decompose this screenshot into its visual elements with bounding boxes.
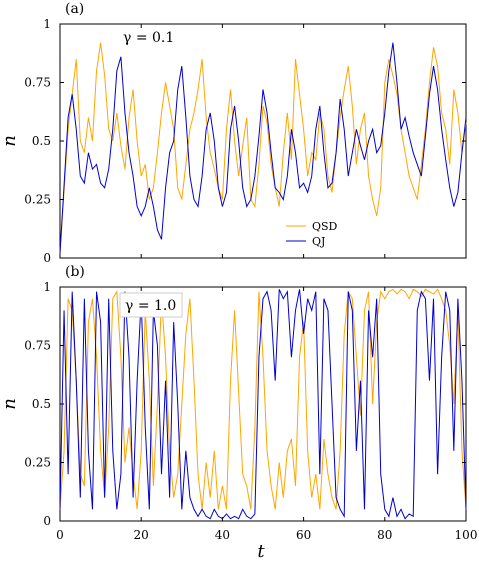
y-axis-title-b: n xyxy=(0,398,20,410)
y-tick-label-b: 0.25 xyxy=(24,456,51,470)
plot-frame-b xyxy=(59,286,467,522)
series-group-a xyxy=(59,42,467,254)
y-tick-label-b: 0.75 xyxy=(24,339,51,353)
gamma-label-a: γ = 0.1 xyxy=(123,30,174,46)
x-tick-label-b: 80 xyxy=(377,528,392,542)
gamma-label-box-b xyxy=(119,292,183,318)
panel-a: 0 0.25 0.5 0.75 1 (a) γ = 0.1 n QSD QJ xyxy=(0,1,467,265)
legend-a: QSD QJ xyxy=(286,220,338,248)
panel-b: 0 0.25 0.5 0.75 1 0 20 40 60 80 100 (b) γ = 1.0 n… xyxy=(0,264,477,562)
y-tick-label-a: 1 xyxy=(43,17,51,31)
panel-tag-b: (b) xyxy=(65,264,85,280)
x-axis-title: t xyxy=(257,541,265,562)
y-tick-label-a: 0.25 xyxy=(24,193,51,207)
x-tick-label-b: 60 xyxy=(296,528,311,542)
y-ticks-b: 0 0.25 0.5 0.75 1 xyxy=(24,280,466,528)
series-line-qsd-a xyxy=(59,42,467,254)
y-ticks-a: 0 0.25 0.5 0.75 1 xyxy=(24,17,466,265)
x-tick-label-b: 100 xyxy=(455,528,478,542)
y-tick-label-a: 0.75 xyxy=(24,76,51,90)
series-line-qj-b xyxy=(59,289,467,520)
y-tick-label-b: 0.5 xyxy=(32,397,51,411)
series-group-b xyxy=(59,288,467,520)
y-axis-title-a: n xyxy=(0,135,20,147)
legend-label-qsd: QSD xyxy=(312,220,338,233)
y-tick-label-b: 1 xyxy=(43,280,51,294)
gamma-label-b: γ = 1.0 xyxy=(125,298,176,314)
y-tick-label-b: 0 xyxy=(43,514,51,528)
y-tick-label-a: 0 xyxy=(43,251,51,265)
series-line-qj-a xyxy=(59,42,467,254)
panel-tag-a: (a) xyxy=(65,1,84,17)
y-tick-label-a: 0.5 xyxy=(32,134,51,148)
x-tick-label-b: 20 xyxy=(134,528,149,542)
x-tick-label-b: 40 xyxy=(215,528,230,542)
x-tick-label-b: 0 xyxy=(56,528,64,542)
legend-label-qj: QJ xyxy=(312,235,325,248)
series-line-qsd-b xyxy=(59,288,467,510)
x-ticks-a xyxy=(59,24,467,258)
x-ticks-b: 0 20 40 60 80 100 xyxy=(56,287,477,542)
